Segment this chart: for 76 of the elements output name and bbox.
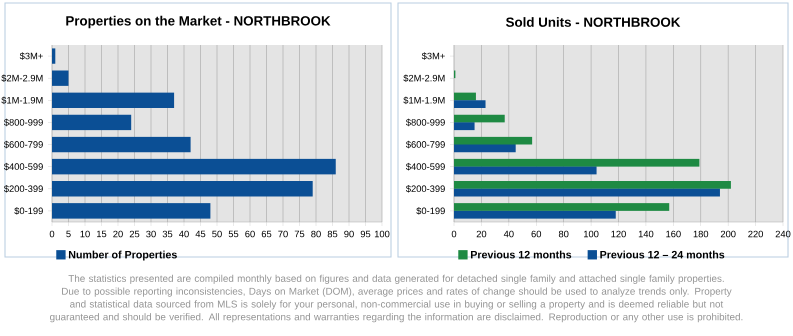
x-tick-label: 15: [97, 230, 106, 238]
bar: [454, 100, 486, 108]
bar: [454, 210, 616, 219]
x-tick-label: 100: [374, 230, 390, 238]
x-tick-label: 50: [212, 230, 222, 238]
bar: [454, 188, 720, 197]
x-tick-label: 0: [50, 230, 54, 238]
x-tick-label: 40: [504, 230, 514, 238]
bar: [52, 181, 313, 197]
legend-label: Previous 12 months: [470, 250, 572, 258]
x-tick-label: 55: [228, 230, 238, 238]
bar: [454, 136, 532, 145]
bar: [454, 166, 597, 174]
y-tick-label: $1M-1.9M: [403, 96, 445, 104]
x-tick-label: 65: [262, 230, 272, 238]
x-tick-label: 35: [162, 230, 172, 238]
bar: [52, 114, 132, 130]
x-tick-label: 25: [130, 230, 140, 238]
bar: [454, 114, 505, 122]
x-tick-label: 20: [476, 230, 486, 238]
x-tick-label: 160: [666, 230, 681, 238]
x-tick-label: 90: [344, 230, 354, 238]
x-tick-label: 140: [638, 230, 654, 238]
chart-title: Sold Units - NORTHBROOK: [506, 17, 680, 27]
x-tick-label: 95: [360, 230, 370, 238]
x-tick-label: 20: [113, 230, 123, 238]
x-tick-label: 240: [776, 230, 790, 238]
legend-label: Previous 12 – 24 months: [600, 250, 724, 258]
x-tick-label: 5: [66, 230, 71, 238]
x-tick-label: 80: [311, 230, 321, 238]
y-tick-label: $3M+: [422, 52, 445, 60]
y-tick-label: $2M-2.9M: [1, 74, 43, 82]
y-tick-label: $600-799: [4, 140, 43, 148]
x-tick-label: 80: [558, 230, 568, 238]
bar: [52, 70, 68, 86]
y-tick-label: $0-199: [416, 207, 445, 215]
x-tick-label: 0: [452, 230, 456, 238]
x-tick-label: 75: [294, 230, 304, 238]
y-tick-label: $200-399: [4, 185, 43, 193]
y-tick-label: $400-599: [406, 162, 445, 170]
x-tick-label: 70: [278, 230, 288, 238]
bar: [454, 92, 476, 100]
bar: [454, 203, 670, 211]
y-tick-label: $0-199: [14, 207, 43, 215]
text: The statistics presented are compiled monthly based on figures and data generated for detached single family and attached single family properties. Due to possible reporting inconsistencies, Days on Market (DOM), average prices and rates of change should be used to analyze trends only. Property and statistical data sourced from MLS is solely for your personal, non-commercial use in buying or selling a property and is deemed reliable but not guaranteed and should be verified. All representations and warranties regarding the information are disclaimed. Reproduction or any other use is prohibited.: [50, 274, 742, 322]
x-tick-label: 100: [584, 230, 599, 238]
x-tick-label: 30: [146, 230, 156, 238]
chart-title: Properties on the Market - NORTHBROOK: [66, 16, 330, 28]
y-tick-label: $800-999: [406, 118, 445, 126]
bar: [52, 203, 210, 219]
bar: [454, 158, 700, 167]
y-tick-label: $800-999: [4, 118, 43, 126]
bar: [454, 122, 475, 130]
bar: [454, 144, 516, 152]
y-tick-label: $200-399: [406, 185, 445, 193]
x-tick-label: 220: [748, 230, 764, 238]
y-tick-label: $3M+: [20, 52, 43, 60]
x-tick-label: 45: [196, 230, 206, 238]
y-tick-label: $600-799: [406, 140, 445, 148]
x-tick-label: 180: [694, 230, 708, 238]
legend-label: Number of Properties: [68, 250, 177, 261]
bar: [52, 48, 56, 64]
x-tick-label: 40: [179, 230, 189, 238]
y-tick-label: $400-599: [4, 162, 43, 170]
x-tick-label: 10: [80, 230, 90, 238]
bar: [52, 158, 336, 174]
bar: [52, 92, 174, 108]
x-tick-label: 60: [245, 230, 255, 238]
bar: [454, 181, 731, 189]
x-tick-label: 60: [532, 230, 542, 238]
x-tick-label: 200: [720, 230, 736, 238]
x-tick-label: 85: [328, 230, 338, 238]
y-tick-label: $2M-2.9M: [403, 74, 445, 82]
y-tick-label: $1M-1.9M: [1, 96, 43, 104]
x-tick-label: 120: [611, 230, 626, 238]
bar: [52, 136, 191, 152]
